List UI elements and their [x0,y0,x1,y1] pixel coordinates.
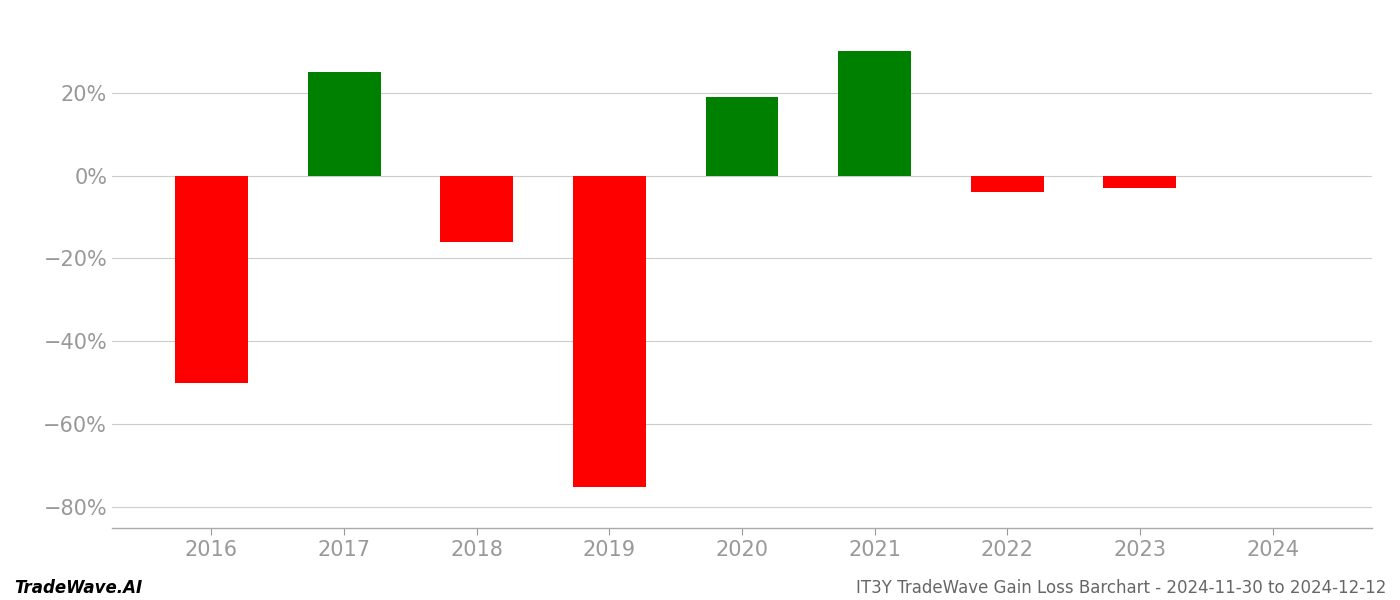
Bar [970,176,1044,192]
Bar [308,72,381,176]
Bar [1103,176,1176,188]
Text: IT3Y TradeWave Gain Loss Barchart - 2024-11-30 to 2024-12-12: IT3Y TradeWave Gain Loss Barchart - 2024… [855,579,1386,597]
Bar [175,176,248,383]
Bar [440,176,514,242]
Text: TradeWave.AI: TradeWave.AI [14,579,143,597]
Bar [573,176,645,487]
Bar [706,97,778,176]
Bar [839,51,911,176]
